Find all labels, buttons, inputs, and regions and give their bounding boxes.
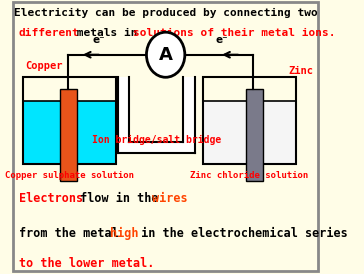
- Text: Electricity can be produced by connecting two: Electricity can be produced by connectin…: [14, 8, 317, 18]
- Text: metals in: metals in: [70, 28, 145, 38]
- Text: Copper sulphate solution: Copper sulphate solution: [5, 171, 134, 180]
- Bar: [60, 89, 78, 181]
- Text: A: A: [159, 46, 173, 64]
- Bar: [203, 101, 296, 164]
- Ellipse shape: [146, 32, 185, 77]
- Bar: [23, 77, 116, 164]
- Text: flow in the: flow in the: [73, 192, 166, 205]
- Text: Zinc: Zinc: [288, 66, 313, 76]
- Text: e⁻: e⁻: [216, 35, 229, 45]
- Text: from the metal: from the metal: [19, 227, 126, 240]
- Text: Electrons: Electrons: [19, 192, 83, 205]
- Text: e⁻: e⁻: [92, 35, 105, 45]
- Bar: [246, 89, 263, 181]
- Text: Ion bridge/salt bridge: Ion bridge/salt bridge: [92, 135, 221, 145]
- FancyBboxPatch shape: [13, 2, 318, 272]
- Text: high: high: [110, 227, 138, 240]
- Text: wires: wires: [152, 192, 187, 205]
- Text: solutions of their metal ions.: solutions of their metal ions.: [134, 28, 336, 38]
- Text: different: different: [19, 28, 79, 38]
- Bar: [23, 101, 116, 164]
- Text: Copper: Copper: [25, 61, 62, 71]
- Text: to the lower metal.: to the lower metal.: [19, 257, 154, 270]
- Text: in the electrochemical series: in the electrochemical series: [134, 227, 348, 240]
- Bar: [118, 77, 195, 153]
- Bar: [203, 77, 296, 164]
- Text: Zinc chloride solution: Zinc chloride solution: [190, 171, 308, 180]
- Bar: [130, 77, 183, 142]
